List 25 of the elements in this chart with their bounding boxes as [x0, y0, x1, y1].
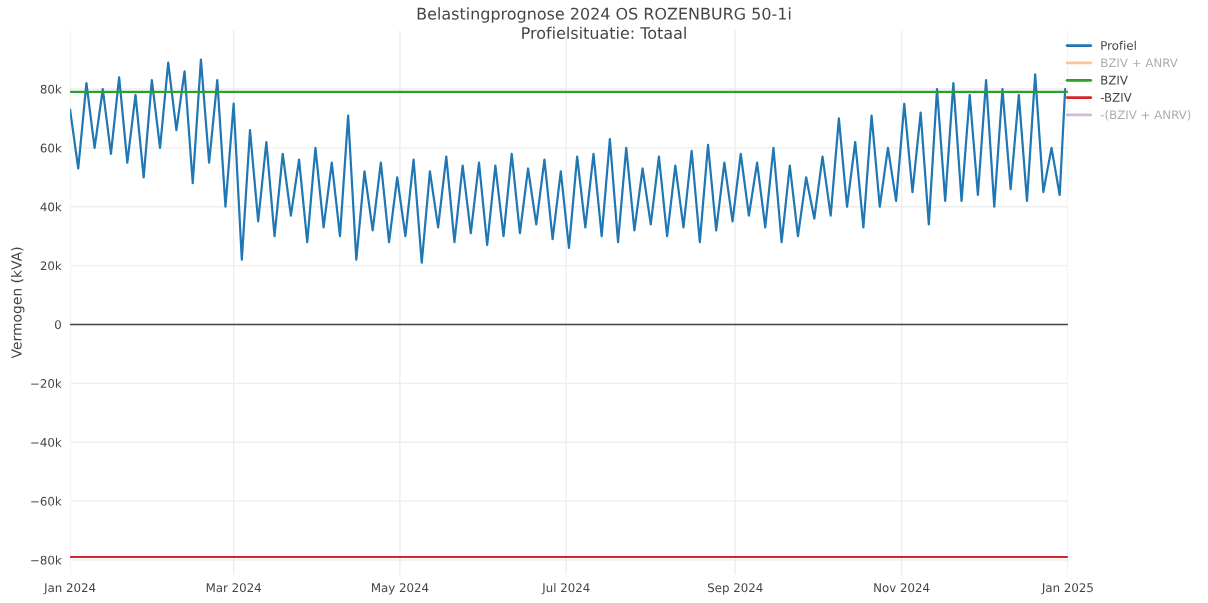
- x-tick-label: Jan 2025: [1041, 583, 1093, 595]
- legend-label: -BZIV: [1100, 93, 1132, 102]
- y-tick-label: −60k: [31, 496, 62, 506]
- x-tick-label: Nov 2024: [874, 583, 930, 593]
- legend-label: BZIV + ANRV: [1101, 58, 1178, 68]
- y-tick-label: −40k: [31, 437, 62, 447]
- y-tick-label: 40k: [40, 202, 62, 212]
- chart-subtitle: Profielsituatie: Totaal: [522, 26, 686, 40]
- x-tick-label: Jan 2024: [43, 583, 96, 595]
- y-tick-label: 20k: [40, 261, 62, 271]
- x-tick-label: Sep 2024: [708, 583, 763, 595]
- legend-label: Profiel: [1101, 40, 1136, 50]
- x-tick-label: May 2024: [372, 583, 429, 595]
- y-tick-label: 60k: [40, 143, 62, 153]
- line-series: [70, 58, 1067, 264]
- legend-label: BZIV: [1101, 75, 1128, 85]
- y-tick-label: 80k: [40, 84, 62, 94]
- y-tick-label: −20k: [31, 378, 62, 388]
- y-tick-label: −80k: [31, 555, 62, 565]
- y-tick-label: 0: [55, 320, 61, 330]
- x-tick-label: Mar 2024: [206, 583, 262, 593]
- x-tick-label: Jul 2024: [541, 582, 590, 595]
- legend-label: -(BZIV + ANRV): [1100, 110, 1191, 121]
- chart-title: Belastingprognose 2024 OS ROZENBURG 50-1i: [417, 7, 791, 23]
- y-axis-title: Vermogen (kVA): [10, 247, 25, 359]
